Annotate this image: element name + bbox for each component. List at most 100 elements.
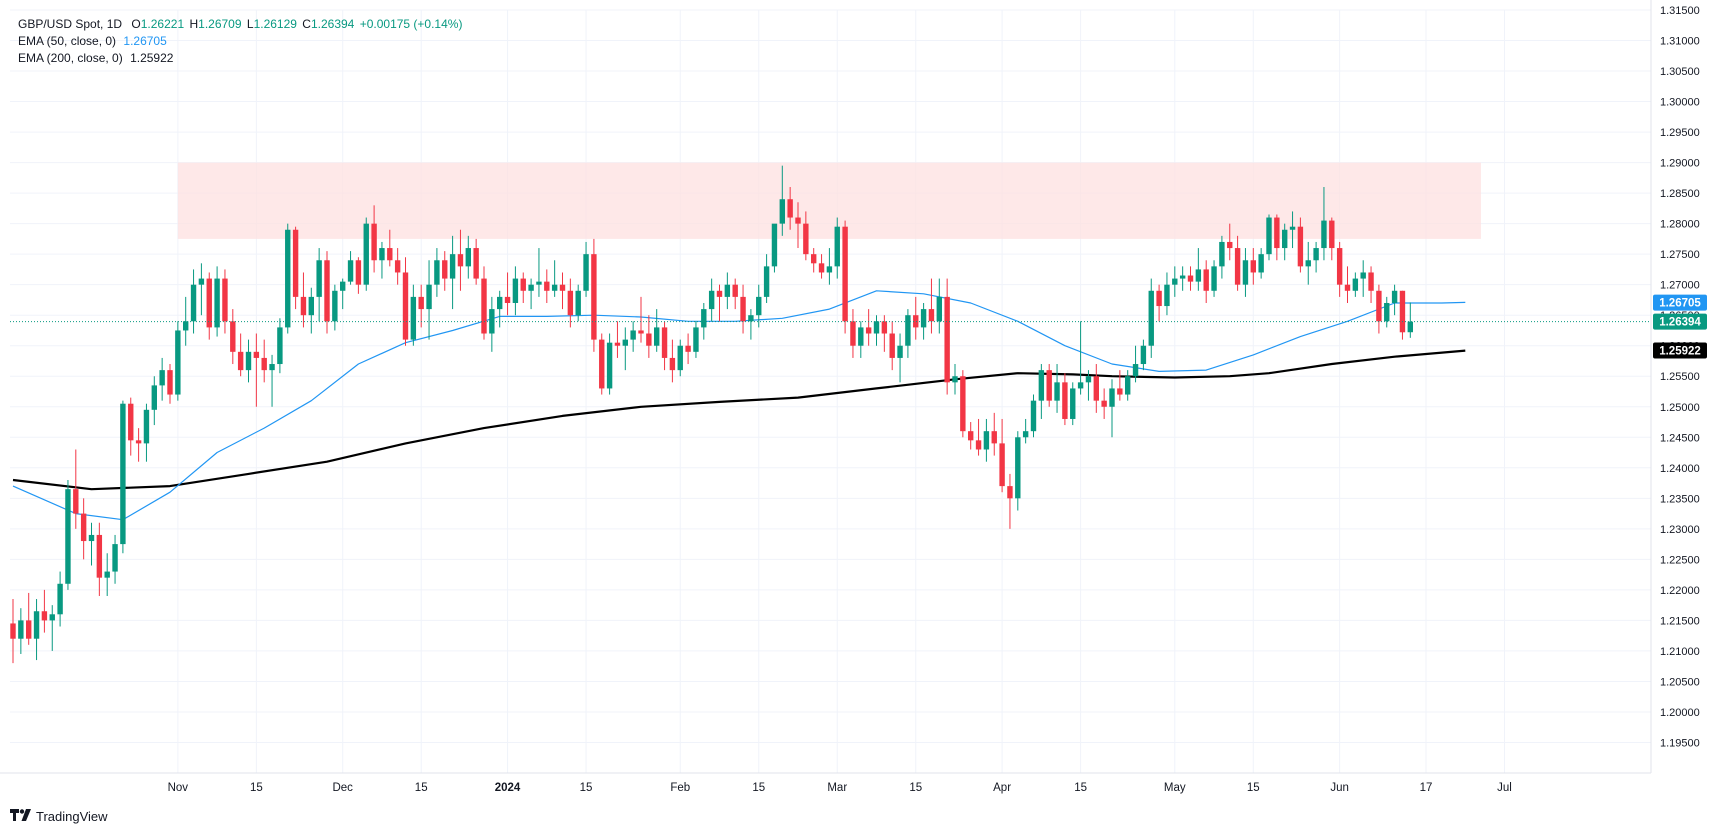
candle [1219,235,1225,279]
candle-body [1329,220,1335,249]
candle [952,364,958,395]
candle [1085,370,1092,401]
candle-body [1376,290,1382,322]
legend-ema50-label: EMA (50, close, 0) [18,34,117,48]
tradingview-logo[interactable]: TradingView [10,808,108,824]
candle-body [206,278,212,328]
candle [1336,241,1343,297]
candle-body [1038,370,1045,401]
candle [669,339,676,383]
candle [724,272,731,310]
candle-body [1022,431,1029,438]
candle-body [1289,226,1296,230]
candle-body [292,229,299,297]
candle-body [1360,272,1366,279]
candle [544,269,550,303]
candle [614,321,621,358]
candle [1266,214,1272,261]
candle [347,251,354,285]
candle [355,257,362,294]
candle-body [905,315,911,346]
x-tick-label: Dec [332,782,353,794]
candle [512,266,519,316]
candle [1022,418,1029,444]
legend-ema50-row: EMA (50, close, 0) 1.26705 [18,33,462,50]
candle [80,498,87,560]
legend-change: +0.00175 (+0.14%) [359,17,463,31]
candle [795,202,801,249]
x-tick-label: 15 [752,782,765,794]
candle-body [1195,269,1202,282]
candle [222,269,228,334]
price-tag-ema50: 1.26705 [1653,294,1707,311]
candle [842,220,848,334]
candle-body [465,248,471,267]
candle-body [1117,388,1123,395]
candle [402,257,409,346]
candle [175,321,181,401]
candle [230,309,236,365]
candle-body [936,296,942,322]
candle [991,412,997,456]
candle-body [489,309,495,334]
candle [811,248,817,273]
candle [818,254,825,279]
candle-body [104,571,110,578]
candle [599,333,605,395]
candle [1007,473,1013,529]
candle-body [88,534,95,542]
candle [1187,266,1194,291]
price-tag-last: 1.26394 [1653,313,1707,330]
candle-body [1140,345,1147,365]
candle [1242,248,1249,297]
candle-body [1250,260,1256,273]
candle [1148,278,1154,358]
y-tick-label: 1.23000 [1660,524,1700,536]
candle [1030,394,1037,438]
x-tick-label: 15 [909,782,922,794]
candle [489,296,495,352]
candle [261,339,267,383]
candle [1054,364,1060,413]
candle-body [1093,376,1099,401]
candle [394,248,401,285]
y-tick-label: 1.19500 [1660,737,1700,749]
candle [57,571,63,627]
candle [575,284,581,322]
candle [237,333,244,377]
candle-body [1148,290,1154,346]
candle [520,272,526,303]
candle-body [49,614,55,621]
candle-body [842,226,848,322]
candle [685,333,691,365]
y-tick-label: 1.27500 [1660,249,1700,261]
candle-body [1211,266,1217,291]
x-tick-label: Feb [670,782,690,794]
candle [504,272,511,316]
candle-body [795,217,801,224]
candle [49,605,55,651]
candle-body [677,345,683,371]
candle [1329,217,1335,261]
x-tick-label: 17 [1420,782,1433,794]
candle-body [1258,254,1264,273]
candle [944,278,950,395]
candle [1179,266,1186,291]
candle-body [1219,241,1225,267]
candle-body [332,290,338,322]
candle [151,376,157,426]
candle-body [1109,388,1115,407]
candle-body [1344,284,1351,291]
candle-body [394,260,401,273]
legend-low-label: L [246,17,254,31]
candle-body [175,330,181,395]
candle-body [567,290,574,316]
candle-body [1203,269,1209,291]
candle-body [41,611,48,621]
candle [858,321,864,358]
candle [968,422,974,450]
candle-body [222,278,228,322]
legend-close-label: C [302,17,311,31]
candle-body [544,281,550,291]
